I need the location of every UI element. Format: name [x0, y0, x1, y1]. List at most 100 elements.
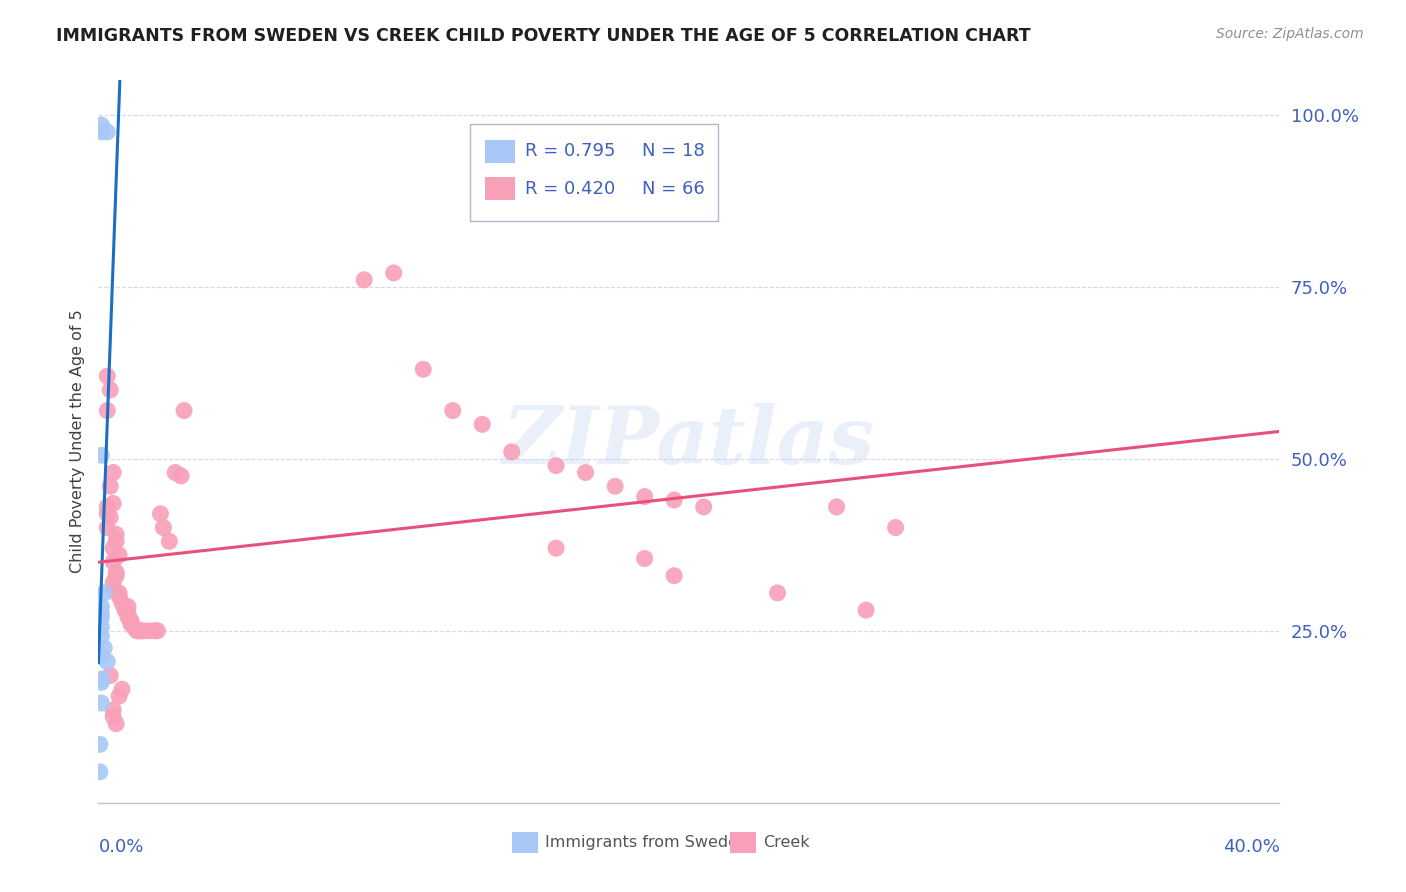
Point: [117, 599, 139, 614]
Point: [105, 527, 128, 541]
Point: [105, 534, 128, 549]
Point: [105, 716, 128, 731]
Point: [93, 586, 115, 600]
Point: [90, 607, 112, 621]
Point: [103, 466, 125, 480]
Point: [152, 520, 174, 534]
Point: [146, 624, 169, 638]
Text: ZIPatlas: ZIPatlas: [503, 403, 875, 480]
Text: N = 18: N = 18: [641, 142, 704, 160]
Point: [96, 500, 118, 514]
Text: IMMIGRANTS FROM SWEDEN VS CREEK CHILD POVERTY UNDER THE AGE OF 5 CORRELATION CHA: IMMIGRANTS FROM SWEDEN VS CREEK CHILD PO…: [56, 27, 1031, 45]
Bar: [512, 831, 537, 854]
Point: [103, 575, 125, 590]
Point: [103, 541, 125, 556]
Point: [173, 403, 195, 417]
Point: [693, 500, 716, 514]
Point: [90, 696, 112, 710]
Point: [111, 596, 134, 610]
Point: [120, 616, 142, 631]
Point: [605, 479, 627, 493]
Point: [165, 466, 187, 480]
Point: [441, 403, 464, 417]
Point: [90, 648, 112, 662]
Point: [634, 551, 657, 566]
Point: [382, 266, 405, 280]
Point: [149, 507, 172, 521]
Point: [93, 640, 115, 655]
Point: [575, 466, 598, 480]
Point: [117, 610, 139, 624]
Text: R = 0.420: R = 0.420: [524, 179, 614, 198]
Point: [98, 479, 121, 493]
Point: [90, 448, 112, 462]
Text: N = 66: N = 66: [641, 179, 704, 198]
Point: [96, 655, 118, 669]
Text: 0.0%: 0.0%: [98, 838, 143, 855]
Point: [664, 493, 686, 508]
Point: [412, 362, 434, 376]
Point: [170, 469, 193, 483]
Point: [105, 568, 128, 582]
Point: [98, 383, 121, 397]
Point: [825, 500, 848, 514]
Point: [143, 624, 166, 638]
Point: [501, 445, 523, 459]
Point: [96, 125, 118, 139]
Point: [103, 496, 125, 510]
FancyBboxPatch shape: [471, 124, 718, 221]
Point: [108, 689, 131, 703]
Point: [90, 675, 112, 690]
Point: [157, 534, 180, 549]
Point: [90, 125, 112, 139]
Point: [353, 273, 375, 287]
Point: [634, 490, 657, 504]
Point: [90, 672, 112, 686]
Point: [108, 548, 131, 562]
Point: [90, 620, 112, 634]
Point: [111, 682, 134, 697]
Point: [96, 520, 118, 534]
Point: [96, 369, 118, 384]
Text: R = 0.795: R = 0.795: [524, 142, 616, 160]
Point: [90, 611, 112, 625]
Point: [546, 458, 568, 473]
Point: [103, 555, 125, 569]
Point: [114, 603, 136, 617]
Point: [90, 629, 112, 643]
Point: [128, 624, 150, 638]
Point: [884, 520, 907, 534]
Bar: [730, 831, 756, 854]
Bar: [485, 139, 516, 162]
Point: [103, 582, 125, 597]
Point: [122, 620, 145, 634]
Point: [108, 590, 131, 604]
Point: [90, 118, 112, 132]
Point: [90, 599, 112, 614]
Point: [546, 541, 568, 556]
Point: [89, 737, 111, 751]
Point: [138, 624, 160, 638]
Point: [117, 607, 139, 621]
Y-axis label: Child Poverty Under the Age of 5: Child Poverty Under the Age of 5: [69, 310, 84, 574]
Text: Creek: Creek: [763, 835, 810, 850]
Point: [105, 566, 128, 580]
Text: Immigrants from Sweden: Immigrants from Sweden: [546, 835, 748, 850]
Point: [855, 603, 877, 617]
Point: [103, 703, 125, 717]
Text: 40.0%: 40.0%: [1223, 838, 1279, 855]
Point: [766, 586, 789, 600]
Point: [664, 568, 686, 582]
Point: [89, 764, 111, 779]
Point: [132, 624, 155, 638]
Point: [125, 624, 148, 638]
Point: [120, 614, 142, 628]
Point: [471, 417, 494, 432]
Point: [96, 507, 118, 521]
Point: [98, 668, 121, 682]
Point: [108, 586, 131, 600]
Point: [96, 403, 118, 417]
Point: [98, 510, 121, 524]
Point: [103, 710, 125, 724]
Text: Source: ZipAtlas.com: Source: ZipAtlas.com: [1216, 27, 1364, 41]
